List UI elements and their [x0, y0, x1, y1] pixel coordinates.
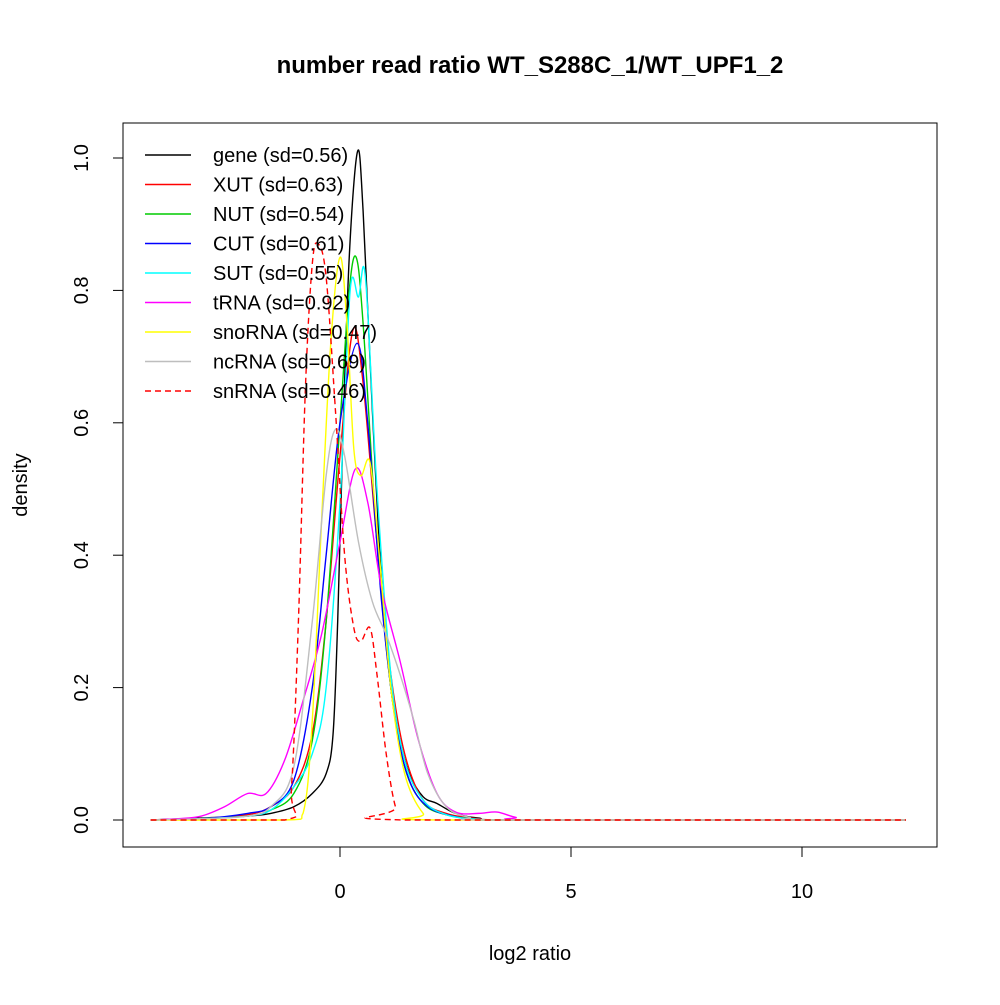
- x-tick-label: 5: [565, 881, 576, 903]
- series-line-CUT: [150, 342, 906, 821]
- y-tick-label: 0.2: [71, 674, 93, 702]
- y-tick-label: 0.8: [71, 276, 93, 304]
- y-tick-label: 0.0: [71, 806, 93, 834]
- y-tick-label: 1.0: [71, 144, 93, 172]
- legend-label: XUT (sd=0.63): [213, 175, 343, 197]
- y-axis-label: density: [10, 453, 32, 516]
- legend-label: tRNA (sd=0.92): [213, 293, 350, 315]
- legend-label: NUT (sd=0.54): [213, 204, 344, 226]
- legend-label: snoRNA (sd=0.47): [213, 322, 377, 344]
- y-tick-label: 0.4: [71, 541, 93, 569]
- legend-label: CUT (sd=0.61): [213, 234, 344, 256]
- x-axis: 0 5 10: [334, 846, 813, 903]
- series-line-snoRNA: [150, 256, 906, 821]
- series-line-snRNA: [150, 242, 906, 821]
- legend: gene (sd=0.56) XUT (sd=0.63) NUT (sd=0.54)…: [145, 145, 377, 403]
- y-axis: 0.0 0.2 0.4 0.6 0.8 1.0: [71, 144, 124, 834]
- y-tick-label: 0.6: [71, 409, 93, 437]
- legend-label: ncRNA (sd=0.69): [213, 352, 366, 374]
- x-tick-label: 0: [334, 881, 345, 903]
- x-tick-label: 10: [791, 881, 813, 903]
- series-line-tRNA: [150, 467, 906, 821]
- chart-title: number read ratio WT_S288C_1/WT_UPF1_2: [277, 52, 784, 79]
- legend-label: gene (sd=0.56): [213, 145, 348, 167]
- x-axis-label: log2 ratio: [489, 943, 571, 965]
- series-line-ncRNA: [150, 428, 906, 821]
- series-line-SUT: [150, 266, 906, 821]
- curves: [150, 149, 906, 821]
- legend-label: snRNA (sd=0.46): [213, 381, 366, 403]
- legend-label: SUT (sd=0.55): [213, 263, 343, 285]
- plot-frame: [122, 122, 938, 848]
